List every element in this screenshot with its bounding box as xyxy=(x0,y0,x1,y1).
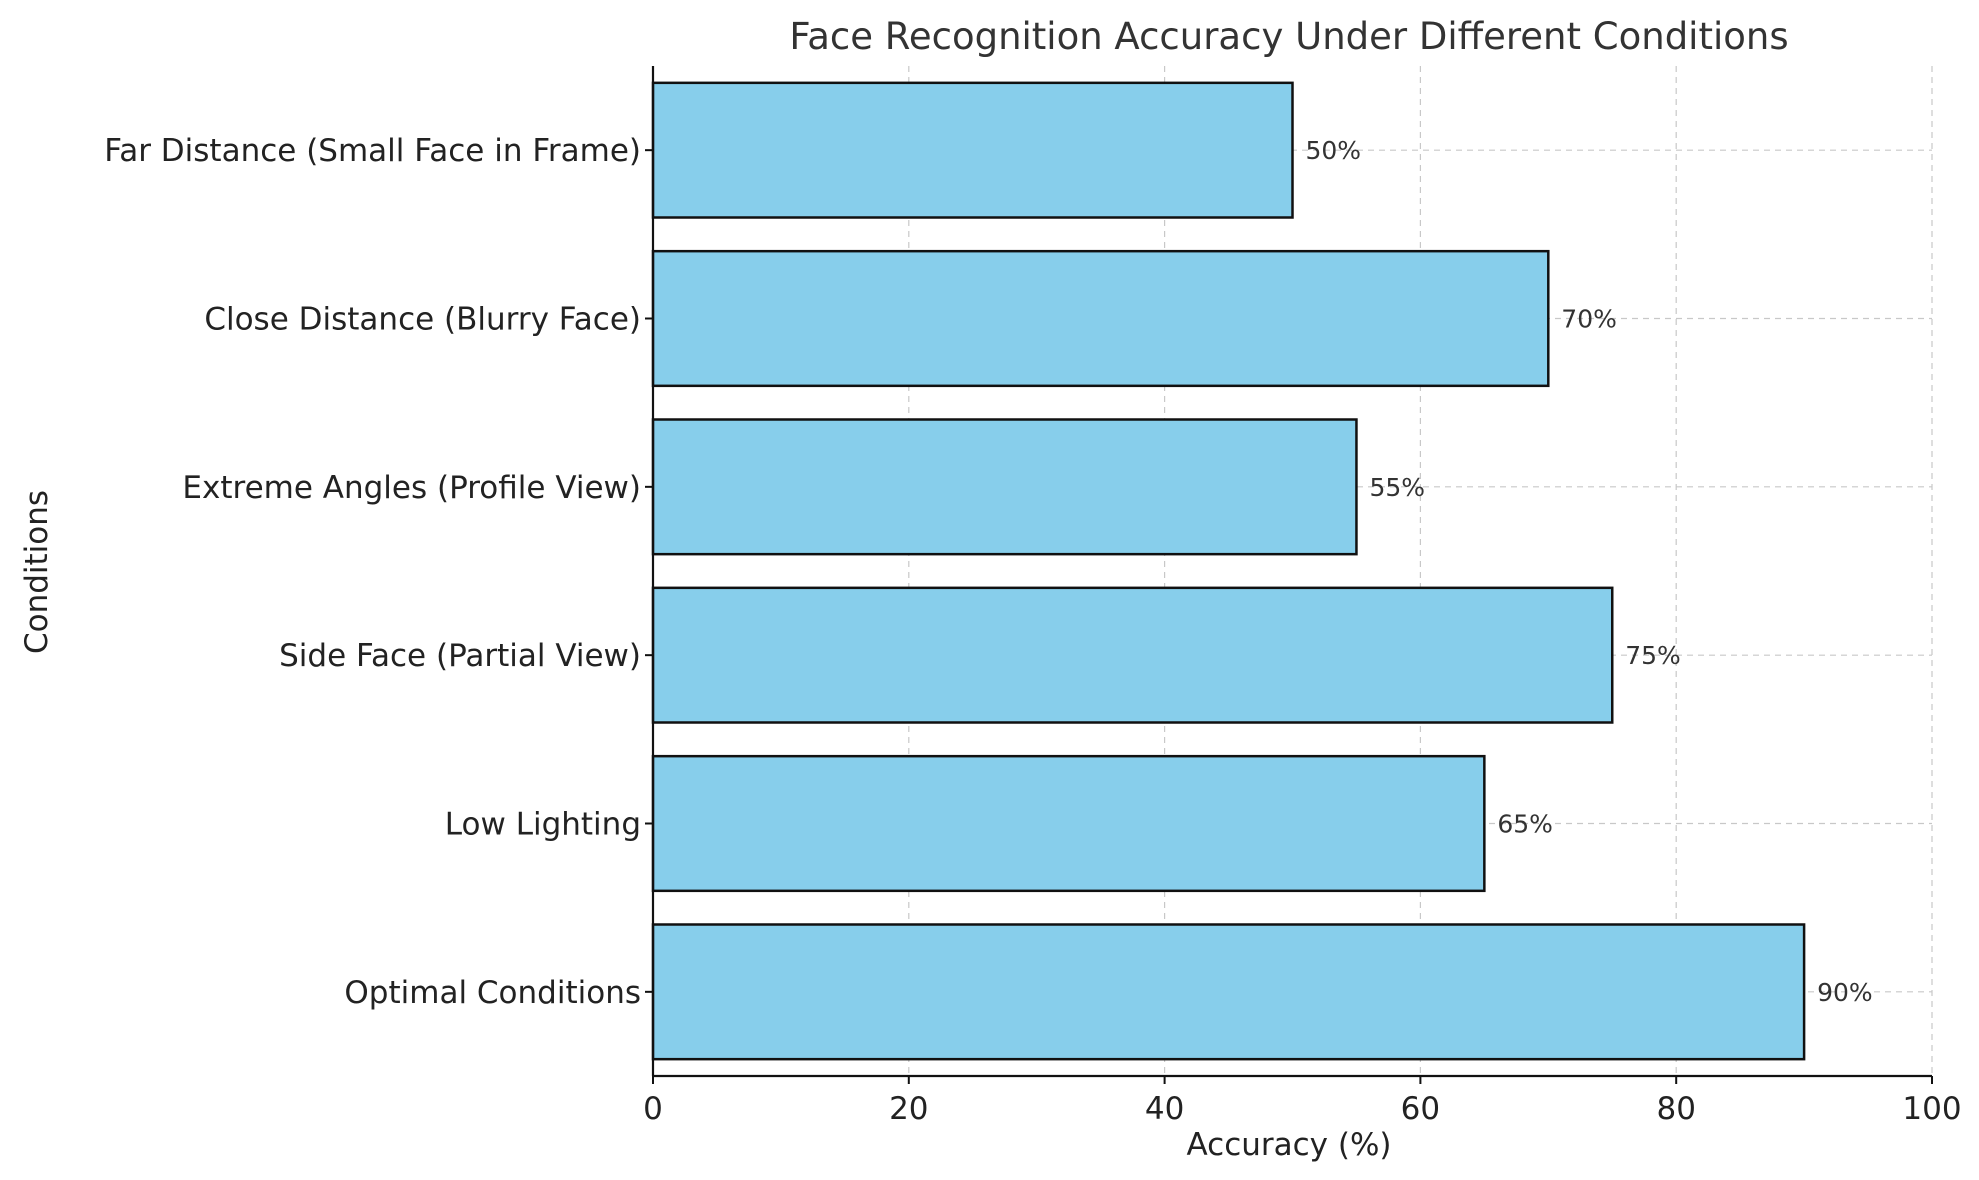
bar-3 xyxy=(651,418,1358,556)
y-tick-label-5: Far Distance (Small Face in Frame) xyxy=(104,133,641,169)
x-axis-title: Accuracy (%) xyxy=(1186,1127,1391,1163)
chart-title: Face Recognition Accuracy Under Differen… xyxy=(789,15,1788,58)
data-label-0: 90% xyxy=(1817,978,1873,1007)
x-tick-label-3: 60 xyxy=(1401,1091,1440,1127)
y-tick-label-1: Low Lighting xyxy=(445,807,641,843)
data-label-1: 65% xyxy=(1497,810,1553,839)
x-tick-label-1: 20 xyxy=(889,1091,928,1127)
bar-0 xyxy=(651,923,1806,1061)
y-tick-label-3: Extreme Angles (Profile View) xyxy=(182,470,641,506)
x-tick-label-4: 80 xyxy=(1656,1091,1695,1127)
data-label-5: 50% xyxy=(1306,136,1362,165)
y-tick-label-4: Close Distance (Blurry Face) xyxy=(204,302,641,338)
y-tick-label-0: Optimal Conditions xyxy=(344,975,641,1011)
bar-1 xyxy=(651,754,1486,893)
data-label-3: 55% xyxy=(1369,473,1425,502)
x-tick-label-5: 100 xyxy=(1902,1091,1961,1127)
bar-2 xyxy=(651,586,1614,724)
y-tick-label-2: Side Face (Partial View) xyxy=(279,638,641,674)
bar-5 xyxy=(651,81,1294,219)
bars xyxy=(651,81,1806,1061)
data-labels: 90% 65% 75% 55% 70% 50% xyxy=(1306,136,1873,1007)
y-ticks: Optimal Conditions Low Lighting Side Face … xyxy=(104,133,653,1011)
x-ticks: 0 20 40 60 80 100 xyxy=(643,1076,1962,1127)
data-label-4: 70% xyxy=(1561,305,1617,334)
axes xyxy=(651,66,1932,1078)
bar-4 xyxy=(651,249,1550,388)
y-axis-title: Conditions xyxy=(19,490,55,654)
x-tick-label-0: 0 xyxy=(643,1091,663,1127)
data-label-2: 75% xyxy=(1625,641,1681,670)
x-tick-label-2: 40 xyxy=(1145,1091,1184,1127)
